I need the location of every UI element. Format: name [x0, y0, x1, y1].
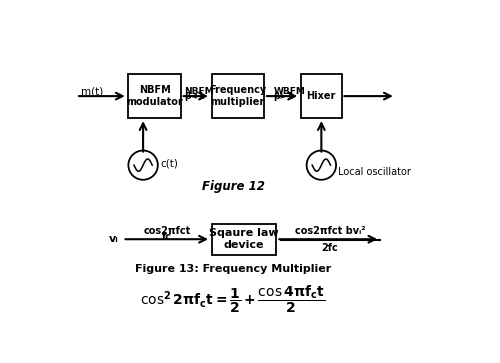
- Text: fᴄ: fᴄ: [162, 232, 172, 242]
- Text: 2fᴄ: 2fᴄ: [322, 244, 338, 253]
- Text: vᵢ: vᵢ: [109, 234, 119, 244]
- Text: Hixer: Hixer: [306, 91, 336, 101]
- Text: Frequency
multiplier: Frequency multiplier: [209, 85, 266, 107]
- Text: cos2πfᴄt bvᵢ²: cos2πfᴄt bvᵢ²: [294, 226, 365, 236]
- Text: cos2πfᴄt: cos2πfᴄt: [144, 227, 191, 236]
- Text: NBFM: NBFM: [184, 87, 214, 95]
- Text: WBFM: WBFM: [274, 87, 306, 95]
- FancyBboxPatch shape: [212, 224, 276, 254]
- Text: Sqaure law
device: Sqaure law device: [209, 228, 278, 250]
- FancyBboxPatch shape: [212, 74, 264, 118]
- Text: Local oscillator: Local oscillator: [338, 167, 410, 177]
- Text: β>1: β>1: [274, 92, 294, 101]
- FancyBboxPatch shape: [128, 74, 180, 118]
- Text: m(t): m(t): [81, 86, 104, 96]
- Text: $\mathbf{\cos^2 2\pi f_c t = \dfrac{1}{2} + \dfrac{\cos 4\pi f_c t}{2}}$: $\mathbf{\cos^2 2\pi f_c t = \dfrac{1}{2…: [140, 284, 326, 315]
- Text: NBFM
modulator: NBFM modulator: [126, 85, 183, 107]
- Text: Figure 13: Frequency Multiplier: Figure 13: Frequency Multiplier: [135, 264, 331, 274]
- Text: c(t): c(t): [160, 158, 178, 168]
- Text: β<1: β<1: [184, 92, 205, 101]
- FancyBboxPatch shape: [301, 74, 342, 118]
- Text: Figure 12: Figure 12: [202, 180, 264, 193]
